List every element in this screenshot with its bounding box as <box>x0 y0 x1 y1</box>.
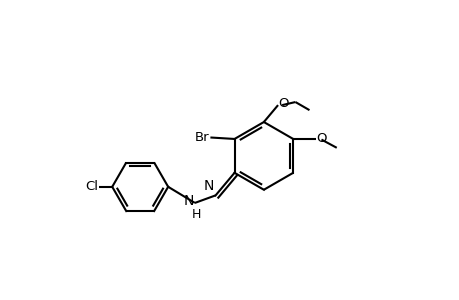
Text: O: O <box>278 98 289 110</box>
Text: Br: Br <box>195 131 209 144</box>
Text: N: N <box>183 194 194 208</box>
Text: N: N <box>203 179 214 193</box>
Text: H: H <box>191 208 200 221</box>
Text: Cl: Cl <box>85 180 98 193</box>
Text: O: O <box>316 133 326 146</box>
